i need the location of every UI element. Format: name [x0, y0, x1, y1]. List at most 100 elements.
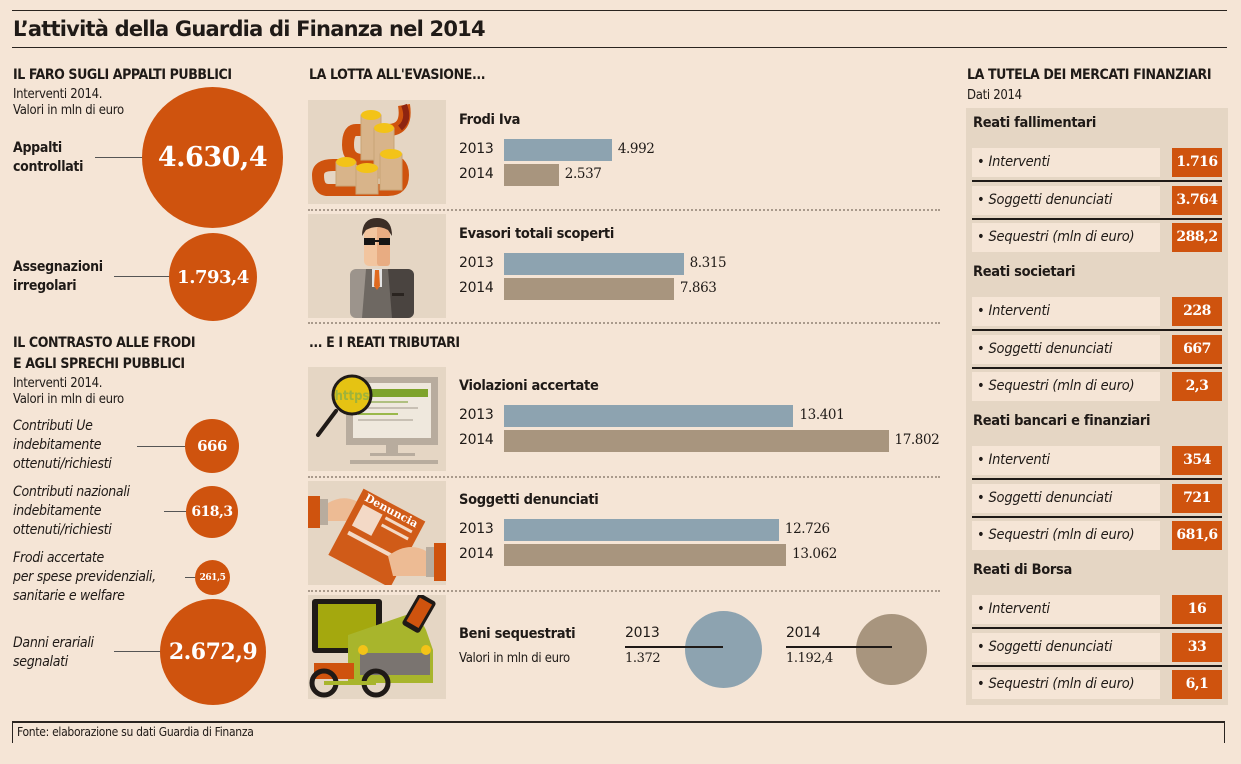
frodi-item-label: Danni erariali segnalati [13, 634, 94, 672]
bar-year-label: 2014 [459, 166, 494, 182]
leader-line [164, 511, 188, 512]
leader-line [137, 446, 187, 447]
mercati-row-text: Interventi [988, 452, 1050, 468]
mercati-row-label: • Soggetti denunciati [972, 483, 1160, 513]
bar-2014 [504, 544, 787, 566]
mercati-sub: Dati 2014 [967, 88, 1022, 103]
beni-value-2014: 1.192,4 [786, 651, 833, 666]
bar-value-label: 8.315 [689, 255, 727, 271]
mercati-row-value: 681,6 [1172, 521, 1222, 550]
bar-value-label: 12.726 [784, 521, 830, 537]
assegnazioni-label-line: Assegnazioni [13, 259, 103, 275]
mercati-group-title: Reati fallimentari [973, 115, 1097, 131]
bubble-value: 1.793,4 [177, 266, 249, 288]
frodi-item-line: segnalati [13, 654, 68, 670]
bar-value-label: 2.537 [564, 166, 602, 182]
bar-2013 [504, 405, 794, 427]
mercati-heading: LA TUTELA DEI MERCATI FINANZIARI [967, 67, 1212, 83]
row-separator [972, 366, 1222, 369]
bubble-assegnazioni-irregolari: 1.793,4 [169, 233, 257, 321]
bubble-contributi-nazionali: 618,3 [186, 486, 238, 538]
mercati-row-value: 33 [1172, 632, 1222, 662]
bubble-value: 666 [197, 437, 227, 455]
section-divider [308, 476, 940, 478]
mercati-row-label: • Interventi [972, 148, 1160, 177]
mercati-row-value: 6,1 [1172, 670, 1222, 699]
appalti-sub-1: Interventi 2014. [13, 87, 103, 102]
bubble-beni-2013 [685, 611, 762, 688]
appalti-sub-2: Valori in mln di euro [13, 103, 124, 118]
row-separator [972, 627, 1222, 629]
bullet-icon: • [977, 489, 989, 506]
assegnazioni-label-line: irregolari [13, 278, 77, 294]
bar-2014 [504, 164, 559, 186]
beni-year-2013: 2013 [625, 625, 660, 641]
frodi-item-line: Contributi Ue [13, 418, 93, 434]
bar-2013 [504, 253, 684, 275]
frodi-item-label: Contributi nazionali indebitamente otten… [13, 483, 130, 540]
mercati-row-text: Sequestri (mln di euro) [988, 229, 1135, 245]
mercati-row-label: • Soggetti denunciati [972, 185, 1160, 215]
frodi-item-line: indebitamente [13, 503, 102, 519]
row-separator [972, 217, 1222, 220]
frodi-item-line: ottenuti/richiesti [13, 456, 112, 472]
mercati-row-text: Sequestri (mln di euro) [988, 527, 1135, 543]
frodi-item-line: indebitamente [13, 437, 102, 453]
mercati-row-label: • Sequestri (mln di euro) [972, 670, 1160, 699]
mercati-row-value: 354 [1172, 446, 1222, 475]
row-separator [972, 180, 1222, 182]
mercati-row-text: Soggetti denunciati [988, 489, 1113, 506]
bar-group-title: Violazioni accertate [459, 378, 599, 394]
seized-goods-illustration [308, 595, 446, 699]
section-divider [308, 209, 940, 211]
bubble-value: 4.630,4 [157, 142, 268, 173]
mercati-row-value: 721 [1172, 483, 1222, 513]
row-separator [972, 515, 1222, 518]
beni-sub: Valori in mln di euro [459, 651, 570, 666]
mercati-row-value: 228 [1172, 297, 1222, 326]
bubble-value: 618,3 [191, 504, 233, 520]
bullet-icon: • [977, 191, 989, 208]
frodi-sub-2: Valori in mln di euro [13, 392, 124, 407]
mercati-group-title: Reati societari [973, 264, 1076, 280]
bar-value-label: 4.992 [617, 141, 655, 157]
mercati-row-text: Soggetti denunciati [988, 638, 1113, 655]
bubble-value: 261,5 [199, 572, 226, 583]
row-separator [972, 329, 1222, 331]
beni-year-2014: 2014 [786, 625, 821, 641]
mercati-group-title: Reati di Borsa [973, 562, 1072, 578]
bubble-frodi-accertate: 261,5 [195, 560, 230, 595]
bar-value-label: 13.401 [799, 407, 845, 423]
denuncia-document-illustration: Denuncia [308, 481, 446, 585]
bar-value-label: 17.802 [894, 432, 940, 448]
frodi-item-line: ottenuti/richiesti [13, 522, 112, 538]
mercati-row-label: • Soggetti denunciati [972, 334, 1160, 364]
bar-year-label: 2013 [459, 255, 494, 271]
mercati-row-label: • Sequestri (mln di euro) [972, 223, 1160, 252]
frodi-item-line: sanitarie e welfare [13, 588, 125, 604]
mercati-row-value: 2,3 [1172, 372, 1222, 401]
bullet-icon: • [977, 638, 989, 655]
coins-ribbon-illustration [308, 100, 446, 204]
frodi-heading-2: E AGLI SPRECHI PUBBLICI [13, 356, 185, 372]
frodi-item-label: Contributi Ue indebitamente ottenuti/ric… [13, 417, 112, 474]
frodi-item-line: Danni erariali [13, 635, 94, 651]
row-separator [972, 478, 1222, 480]
appalti-label-line: controllati [13, 159, 84, 175]
bar-group-title: Evasori totali scoperti [459, 226, 614, 242]
frodi-item-line: Contributi nazionali [13, 484, 130, 500]
bullet-icon: • [977, 154, 989, 170]
bullet-icon: • [977, 229, 989, 245]
bar-group-title: Frodi Iva [459, 112, 521, 128]
svg-text:https: https [335, 389, 370, 404]
mercati-row-label: • Sequestri (mln di euro) [972, 521, 1160, 550]
mercati-row-label: • Interventi [972, 446, 1160, 475]
mercati-row-text: Sequestri (mln di euro) [988, 378, 1135, 394]
frodi-sub-1: Interventi 2014. [13, 376, 103, 391]
bullet-icon: • [977, 378, 989, 394]
row-separator [972, 664, 1222, 667]
bar-year-label: 2013 [459, 521, 494, 537]
mercati-row-value: 1.716 [1172, 148, 1222, 177]
bar-year-label: 2013 [459, 407, 494, 423]
leader-line [114, 276, 170, 277]
